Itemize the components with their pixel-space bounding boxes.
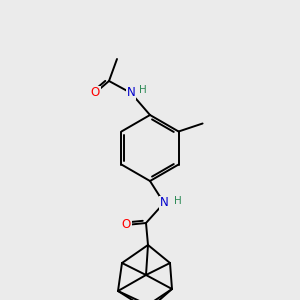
Text: N: N (160, 196, 168, 209)
Text: H: H (139, 85, 147, 95)
Text: O: O (122, 218, 130, 232)
Text: N: N (127, 86, 135, 100)
Text: O: O (90, 86, 100, 100)
Text: H: H (174, 196, 182, 206)
